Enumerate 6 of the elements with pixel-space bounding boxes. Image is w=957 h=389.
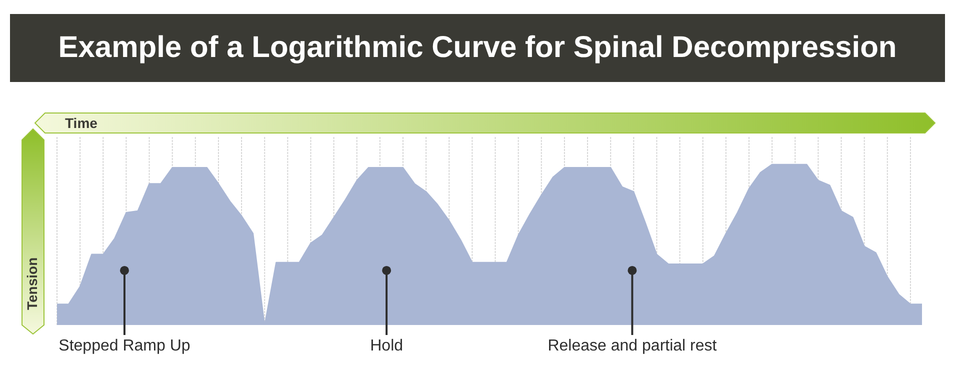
text: Release and partial rest [548, 337, 718, 354]
y-axis-title: Tension [24, 257, 40, 310]
x-axis-title: Time [65, 114, 98, 131]
text: Stepped Ramp Up [58, 337, 190, 354]
text: Hold [370, 337, 404, 354]
chart-title: Example of a Logarithmic Curve for Spinal Decompression [10, 14, 945, 82]
